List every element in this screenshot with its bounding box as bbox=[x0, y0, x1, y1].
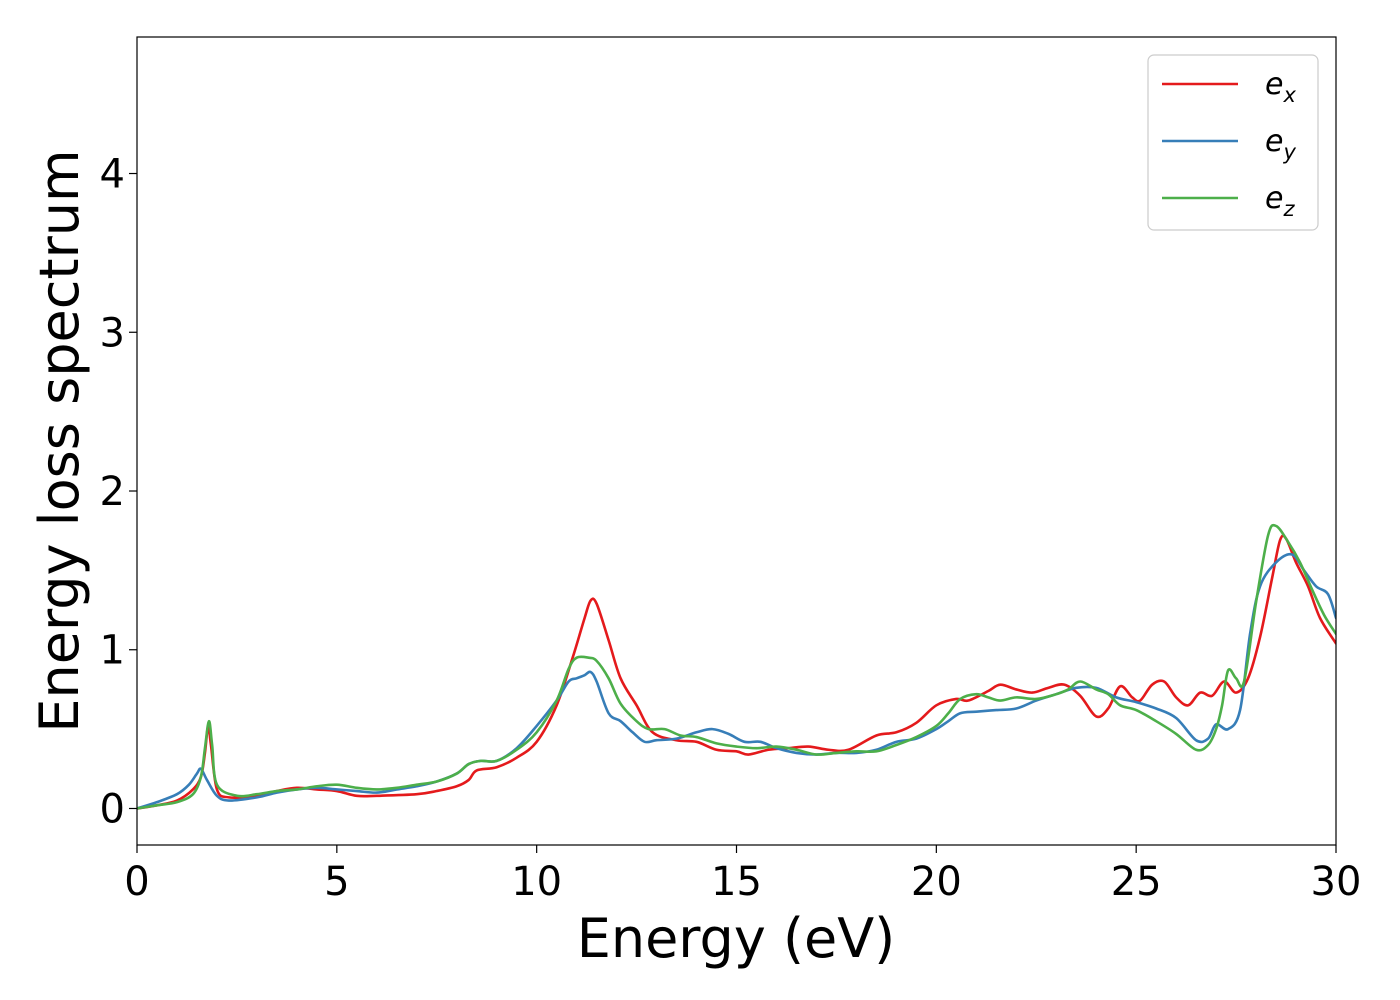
legend-label-e-y: ey bbox=[1265, 124, 1296, 164]
x-tick-label: 10 bbox=[511, 859, 562, 905]
plot-area bbox=[136, 36, 1337, 846]
x-axis-title: Energy (eV) bbox=[577, 907, 896, 970]
series-line-e-y bbox=[137, 552, 1336, 810]
series-layer bbox=[137, 523, 1336, 810]
x-tick-label: 5 bbox=[324, 859, 349, 905]
x-tick-label: 0 bbox=[124, 859, 149, 905]
series-line-e-z bbox=[137, 523, 1336, 810]
x-tick-label: 25 bbox=[1111, 859, 1162, 905]
y-tick-label: 1 bbox=[100, 628, 125, 674]
x-axis: 0 5 10 15 20 25 30 bbox=[124, 845, 1361, 905]
legend-label-e-x: ex bbox=[1265, 67, 1296, 107]
y-tick-label: 4 bbox=[100, 152, 125, 198]
y-tick-label: 3 bbox=[100, 310, 125, 356]
legend-box bbox=[1147, 54, 1319, 231]
x-tick-label: 20 bbox=[911, 859, 962, 905]
legend-label-e-z: ez bbox=[1265, 181, 1295, 221]
y-axis: 0 1 2 3 4 bbox=[100, 152, 137, 832]
legend: ex ey ez bbox=[1147, 54, 1319, 231]
x-tick-label: 30 bbox=[1311, 859, 1362, 905]
series-line-e-x bbox=[137, 534, 1336, 810]
y-tick-label: 0 bbox=[100, 786, 125, 832]
y-tick-label: 2 bbox=[100, 469, 125, 515]
x-tick-label: 15 bbox=[711, 859, 762, 905]
y-axis-title: Energy loss spectrum bbox=[28, 149, 91, 732]
